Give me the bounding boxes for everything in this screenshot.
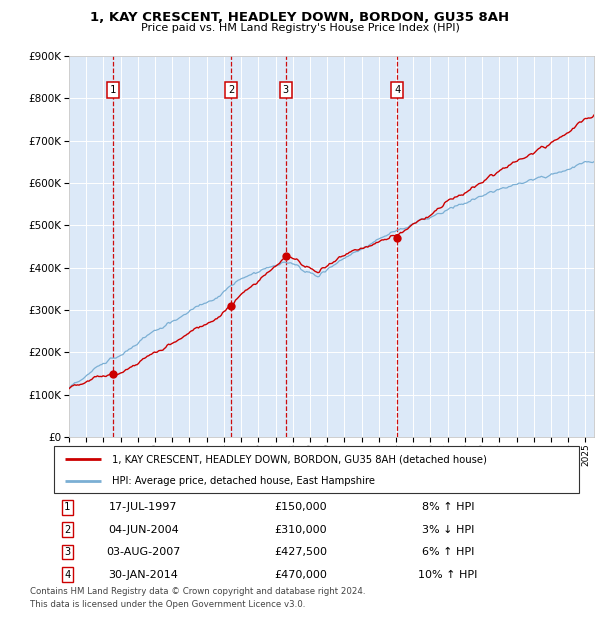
Text: 1, KAY CRESCENT, HEADLEY DOWN, BORDON, GU35 8AH (detached house): 1, KAY CRESCENT, HEADLEY DOWN, BORDON, G…	[112, 454, 487, 464]
Text: 10% ↑ HPI: 10% ↑ HPI	[418, 570, 478, 580]
Text: 3: 3	[64, 547, 70, 557]
Text: 2: 2	[228, 85, 234, 95]
Text: HPI: Average price, detached house, East Hampshire: HPI: Average price, detached house, East…	[112, 476, 375, 486]
Text: 30-JAN-2014: 30-JAN-2014	[109, 570, 178, 580]
Text: £310,000: £310,000	[274, 525, 327, 534]
Text: 04-JUN-2004: 04-JUN-2004	[108, 525, 179, 534]
Text: 6% ↑ HPI: 6% ↑ HPI	[422, 547, 474, 557]
Text: 17-JUL-1997: 17-JUL-1997	[109, 502, 178, 512]
Text: 3% ↓ HPI: 3% ↓ HPI	[422, 525, 474, 534]
Text: 4: 4	[64, 570, 70, 580]
Text: 1, KAY CRESCENT, HEADLEY DOWN, BORDON, GU35 8AH: 1, KAY CRESCENT, HEADLEY DOWN, BORDON, G…	[91, 11, 509, 24]
Text: Contains HM Land Registry data © Crown copyright and database right 2024.: Contains HM Land Registry data © Crown c…	[30, 587, 365, 596]
Text: 2: 2	[64, 525, 70, 534]
Text: £427,500: £427,500	[274, 547, 327, 557]
Text: 4: 4	[394, 85, 401, 95]
Text: This data is licensed under the Open Government Licence v3.0.: This data is licensed under the Open Gov…	[30, 600, 305, 609]
Text: 8% ↑ HPI: 8% ↑ HPI	[421, 502, 474, 512]
Text: 3: 3	[283, 85, 289, 95]
Text: 1: 1	[110, 85, 116, 95]
Text: Price paid vs. HM Land Registry's House Price Index (HPI): Price paid vs. HM Land Registry's House …	[140, 23, 460, 33]
Text: £150,000: £150,000	[274, 502, 327, 512]
Text: 1: 1	[64, 502, 70, 512]
Text: £470,000: £470,000	[274, 570, 327, 580]
FancyBboxPatch shape	[54, 446, 579, 493]
Text: 03-AUG-2007: 03-AUG-2007	[106, 547, 181, 557]
